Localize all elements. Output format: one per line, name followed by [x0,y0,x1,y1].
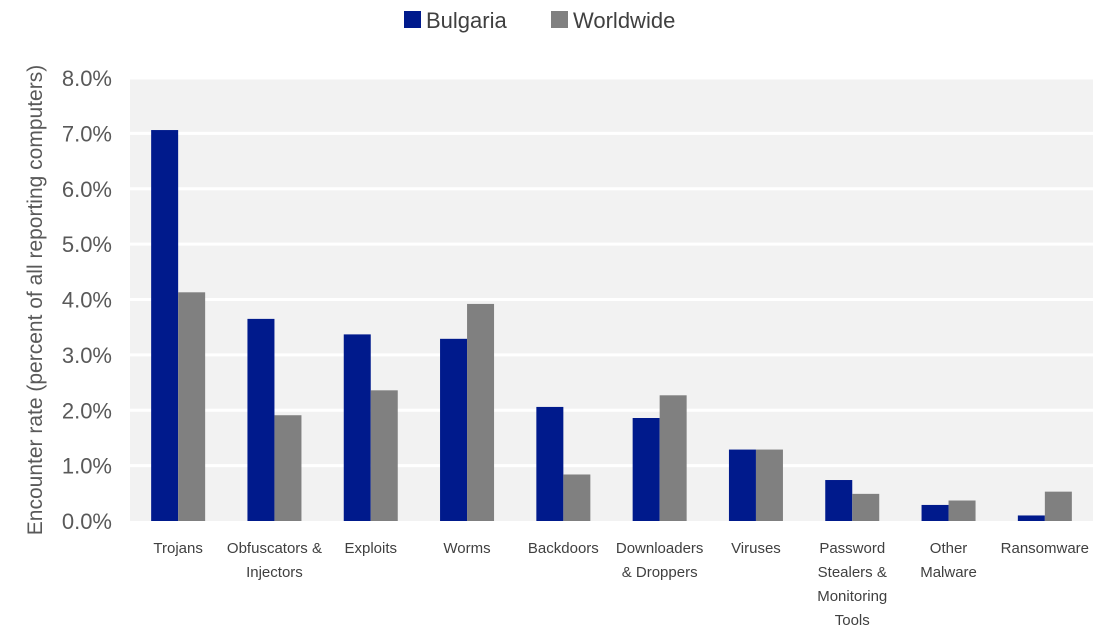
bar-worldwide [467,303,495,521]
x-category-label: Backdoors [528,540,599,557]
legend-label-bulgaria: Bulgaria [426,8,507,33]
y-tick-label: 5.0% [62,232,112,257]
legend-swatch-worldwide [551,11,568,28]
bar-bulgaria [247,318,275,521]
y-tick-label: 8.0% [62,66,112,91]
bar-worldwide [755,449,783,521]
bar-worldwide [1044,491,1072,521]
bar-worldwide [948,500,976,521]
y-tick-label: 7.0% [62,121,112,146]
bar-bulgaria [151,130,179,522]
bar-worldwide [178,292,206,521]
bar-bulgaria [536,406,564,521]
bar-worldwide [563,474,591,521]
bar-bulgaria [632,418,660,521]
bar-bulgaria [343,334,371,521]
y-tick-label: 6.0% [62,177,112,202]
x-category-label: Obfuscators & Injectors [227,540,322,581]
y-axis-title: Encounter rate (percent of all reporting… [24,65,47,535]
legend-swatch-bulgaria [404,11,421,28]
x-category-label: Downloaders & Droppers [616,540,704,581]
x-category-label: Worms [443,540,490,557]
bar-worldwide [852,493,880,521]
bar-bulgaria [921,504,949,521]
y-tick-label: 2.0% [62,398,112,423]
bars [151,130,1072,522]
x-category-label: Exploits [344,540,397,557]
y-tick-label: 1.0% [62,454,112,479]
y-tick-label: 3.0% [62,343,112,368]
bar-bulgaria [728,449,756,521]
legend: Bulgaria Worldwide [404,8,675,33]
bar-bulgaria [825,480,853,521]
bar-worldwide [274,415,302,521]
y-tick-label: 4.0% [62,288,112,313]
x-axis-labels: Trojans Obfuscators & Injectors Exploits Wor… [153,540,1089,629]
x-category-label: Ransomware [1001,540,1089,557]
y-tick-label: 0.0% [62,509,112,534]
bar-worldwide [370,390,398,521]
bar-bulgaria [440,338,468,521]
x-category-label: Viruses [731,540,781,557]
x-category-label: Trojans [153,540,202,557]
bar-worldwide [659,395,687,521]
x-category-label: Other Malware [920,540,977,581]
legend-label-worldwide: Worldwide [573,8,675,33]
x-category-label: Password Stealers & Monitoring Tools [817,540,887,629]
y-axis-ticks: 0.0% 1.0% 2.0% 3.0% 4.0% 5.0% 6.0% 7.0% 8.0% [62,66,112,534]
bar-bulgaria [1017,515,1045,521]
